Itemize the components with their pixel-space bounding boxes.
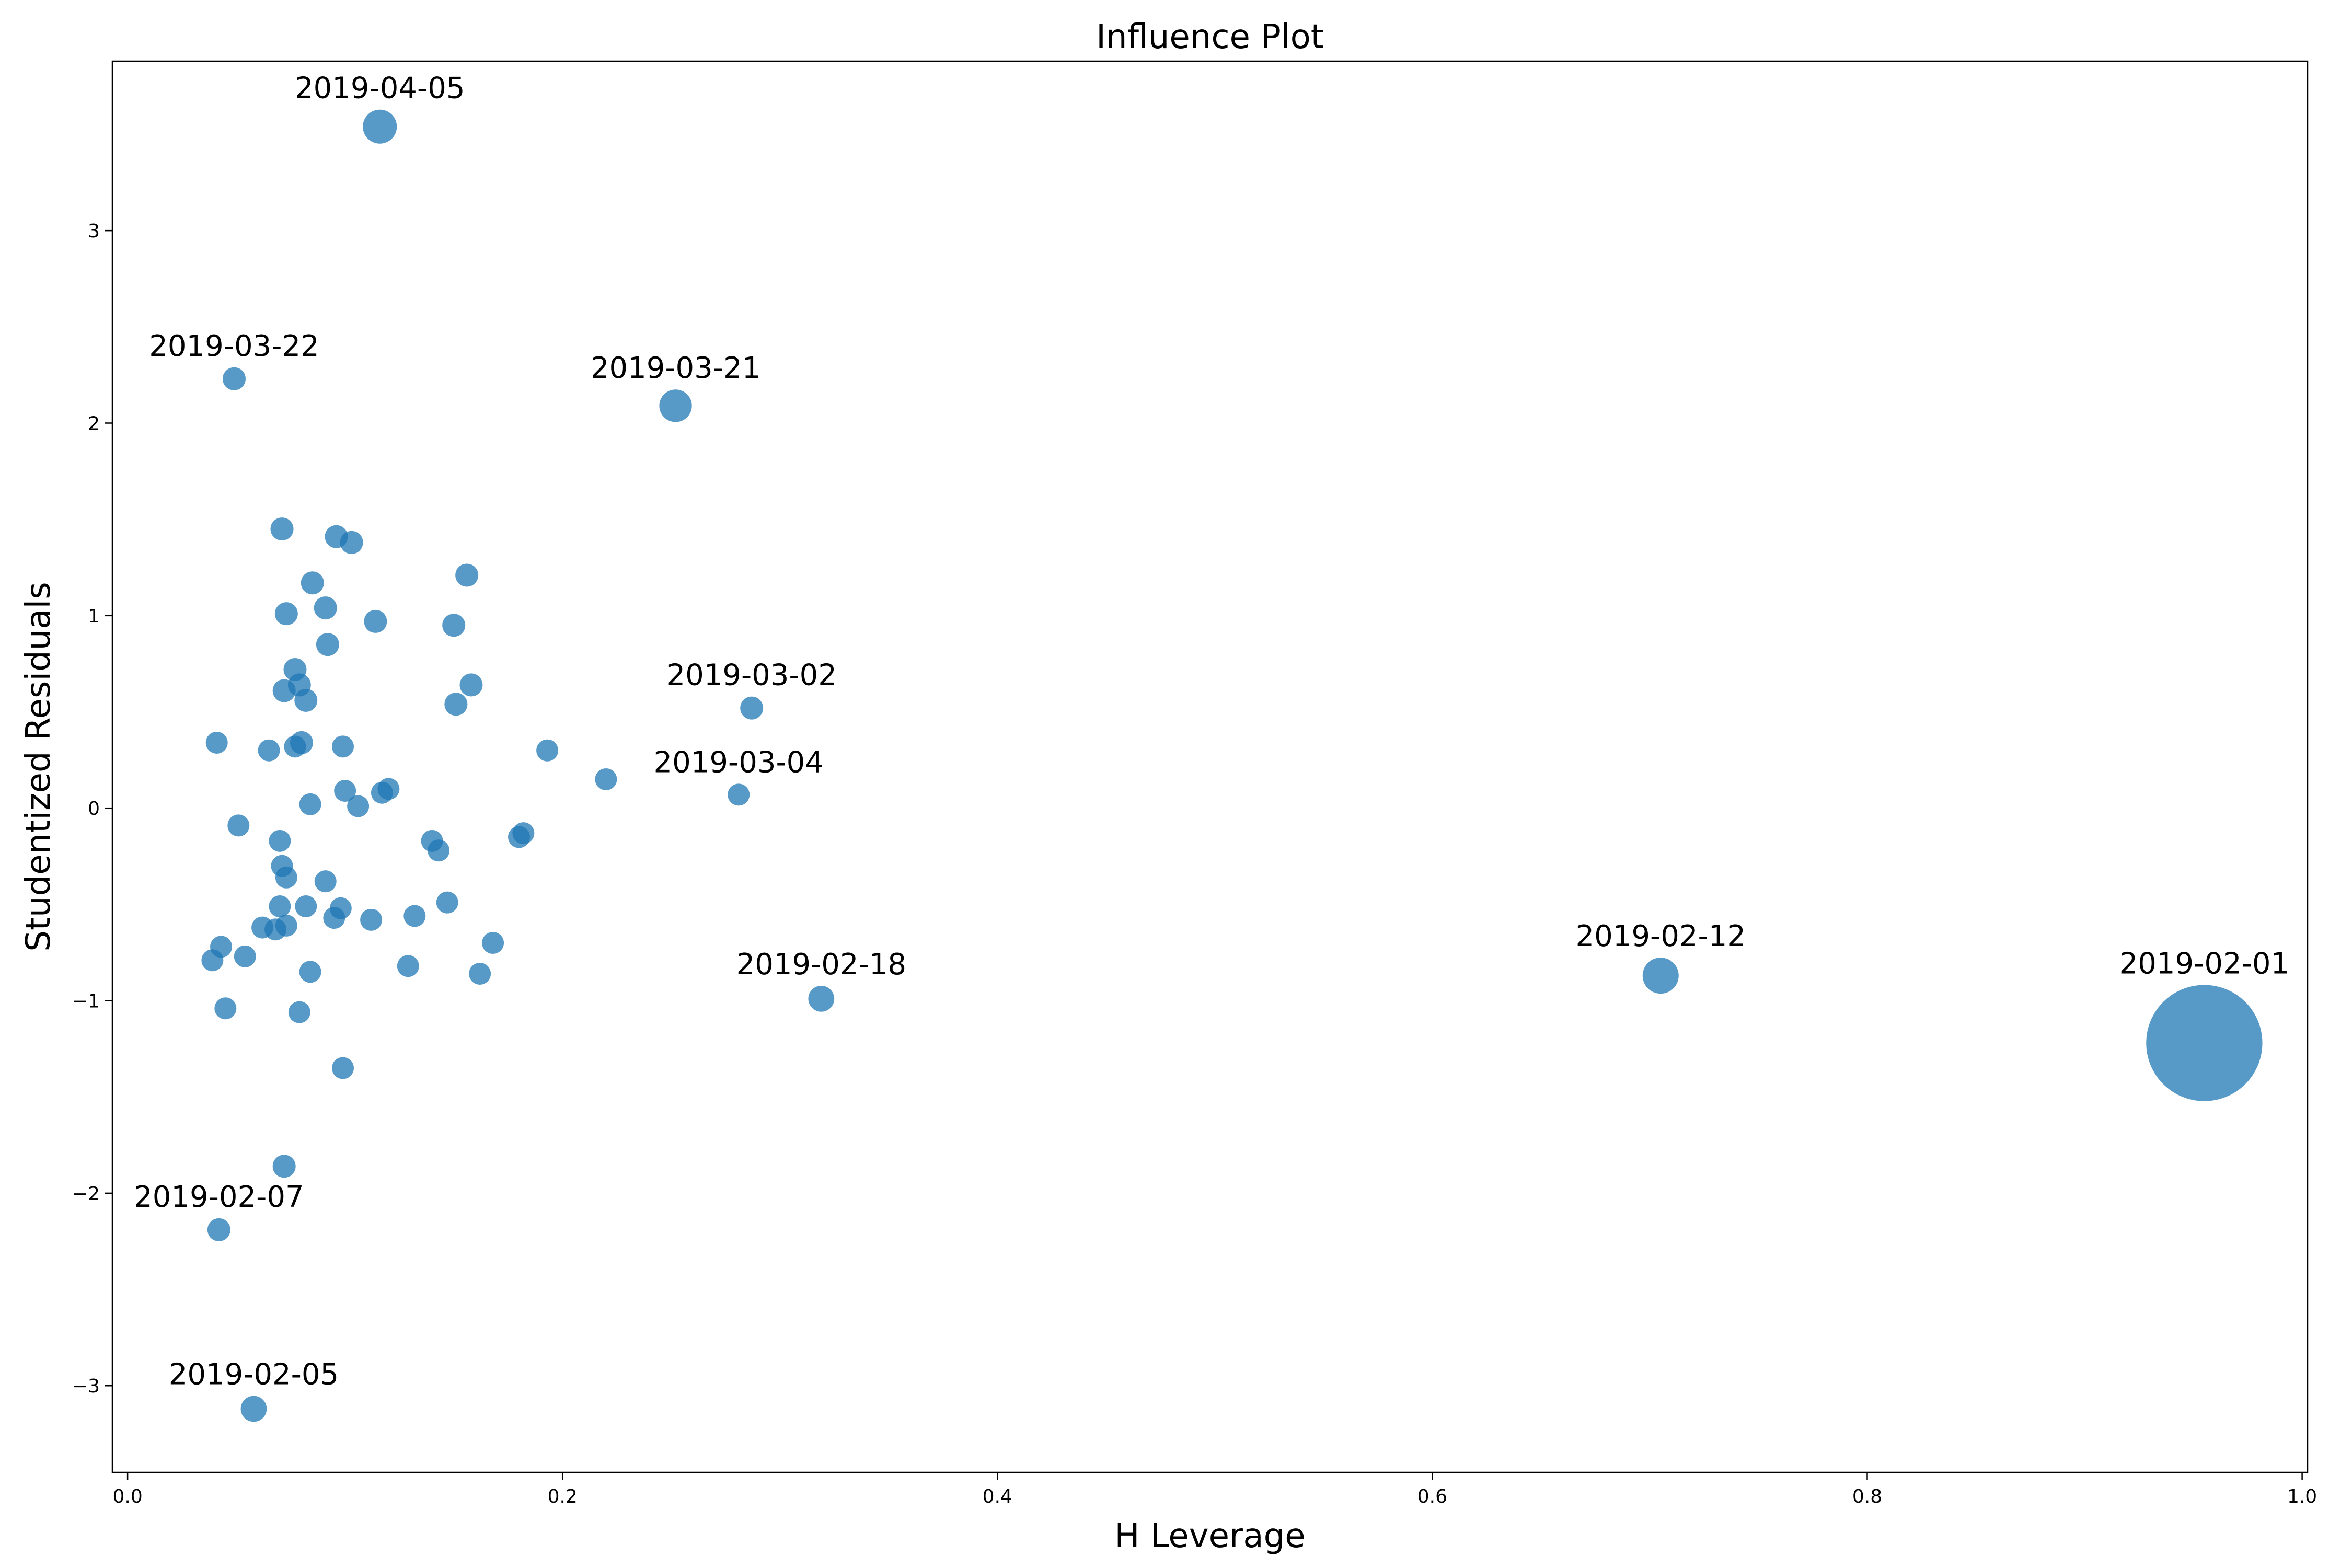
scatter-point — [258, 739, 280, 762]
y-tick-label: 0 — [88, 798, 100, 820]
scatter-point — [316, 633, 339, 656]
point-annotation: 2019-04-05 — [295, 72, 465, 106]
x-tick-label: 0.8 — [1852, 1486, 1882, 1507]
scatter-point — [227, 814, 250, 837]
scatter-point — [295, 895, 317, 918]
scatter-point — [740, 696, 764, 720]
point-annotation: 2019-02-05 — [169, 1358, 339, 1392]
points-layer — [201, 109, 2263, 1422]
y-tick-label: −1 — [72, 991, 100, 1012]
scatter-point — [340, 531, 363, 554]
scatter-point — [371, 781, 393, 804]
scatter-point — [332, 735, 354, 758]
scatter-point — [536, 739, 559, 762]
scatter-point — [595, 768, 617, 790]
scatter-point — [264, 918, 287, 941]
y-axis-label: Studentized Residuals — [19, 582, 58, 951]
scatter-point — [214, 997, 237, 1020]
scatter-point — [508, 826, 531, 848]
scatter-point — [270, 517, 294, 541]
scatter-point — [2146, 985, 2263, 1101]
scatter-point — [469, 962, 491, 985]
scatter-point — [347, 795, 370, 817]
x-tick-label: 0.0 — [112, 1486, 142, 1507]
scatter-point — [334, 780, 356, 802]
y-tick-label: 2 — [88, 413, 100, 434]
scatter-point — [397, 955, 419, 977]
scatter-point — [272, 1155, 296, 1178]
scatter-point — [442, 614, 466, 637]
scatter-point — [314, 596, 337, 620]
point-annotation: 2019-03-04 — [653, 745, 823, 779]
scatter-point — [360, 908, 383, 931]
scatter-point — [482, 932, 504, 954]
scatter-point — [459, 673, 483, 697]
scatter-point — [299, 793, 321, 815]
plot-frame — [111, 60, 2309, 1473]
scatter-point — [332, 1057, 354, 1079]
scatter-point — [234, 945, 256, 967]
scatter-point — [314, 870, 337, 893]
scatter-point — [403, 905, 426, 927]
y-tick-label: −2 — [72, 1183, 100, 1205]
scatter-point — [323, 907, 345, 929]
y-axis: −3 −2 −1 0 1 2 3 — [72, 221, 112, 1397]
scatter-point — [808, 986, 835, 1012]
annotations-layer: 2019-04-05 2019-03-22 2019-03-21 2019-03-02… — [134, 72, 2289, 1392]
point-annotation: 2019-02-07 — [134, 1180, 304, 1214]
scatter-point — [274, 602, 298, 626]
scatter-point — [455, 563, 479, 587]
scatter-point — [1642, 958, 1679, 994]
point-annotation: 2019-02-12 — [1576, 919, 1746, 953]
point-annotation: 2019-03-21 — [591, 351, 760, 385]
scatter-point — [288, 1001, 310, 1023]
scatter-point — [275, 866, 297, 889]
scatter-point — [284, 735, 306, 758]
x-tick-label: 1.0 — [2287, 1486, 2317, 1507]
scatter-point — [301, 571, 324, 595]
scatter-point — [364, 609, 387, 633]
scatter-point — [728, 783, 750, 806]
y-tick-label: −3 — [72, 1376, 100, 1397]
scatter-point — [444, 693, 468, 716]
x-tick-label: 0.4 — [983, 1486, 1012, 1507]
scatter-point — [269, 829, 291, 852]
scatter-point — [436, 891, 458, 914]
chart-title: Influence Plot — [1096, 18, 1324, 56]
scatter-point — [207, 1218, 230, 1241]
scatter-point — [222, 367, 246, 390]
scatter-point — [240, 1396, 267, 1422]
x-tick-label: 0.6 — [1417, 1486, 1447, 1507]
scatter-point — [272, 679, 296, 702]
point-annotation: 2019-03-22 — [149, 329, 319, 363]
y-tick-label: 3 — [88, 221, 100, 242]
point-annotation: 2019-02-18 — [736, 948, 906, 982]
x-axis-label: H Leverage — [1114, 1517, 1305, 1555]
scatter-point — [428, 839, 450, 862]
scatter-point — [363, 109, 397, 144]
scatter-point — [659, 389, 692, 422]
scatter-point — [269, 895, 291, 918]
scatter-point — [201, 949, 224, 972]
scatter-point — [205, 731, 228, 754]
x-axis: 0.0 0.2 0.4 0.6 0.8 1.0 — [112, 1472, 2317, 1507]
point-annotation: 2019-02-01 — [2119, 947, 2289, 981]
scatter-point — [299, 961, 321, 983]
x-tick-label: 0.2 — [548, 1486, 578, 1507]
scatter-point — [294, 688, 318, 712]
point-annotation: 2019-03-02 — [666, 659, 836, 693]
y-tick-label: 1 — [88, 606, 100, 627]
